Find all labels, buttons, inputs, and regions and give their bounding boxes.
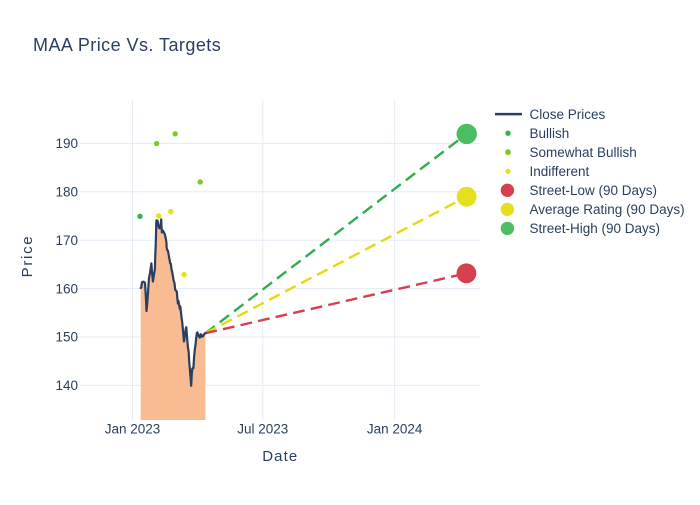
svg-text:190: 190	[55, 136, 78, 151]
svg-text:Somewhat Bullish: Somewhat Bullish	[530, 145, 637, 160]
svg-text:Street-Low (90 Days): Street-Low (90 Days)	[530, 183, 658, 198]
svg-text:180: 180	[55, 185, 78, 200]
svg-text:150: 150	[55, 330, 78, 345]
svg-text:Street-High (90 Days): Street-High (90 Days)	[530, 221, 661, 236]
svg-text:Price: Price	[19, 235, 36, 278]
svg-text:170: 170	[55, 233, 78, 248]
svg-text:160: 160	[55, 281, 78, 296]
svg-text:Bullish: Bullish	[530, 126, 570, 141]
svg-text:MAA Price Vs. Targets: MAA Price Vs. Targets	[33, 35, 221, 55]
svg-text:Average Rating (90 Days): Average Rating (90 Days)	[530, 202, 685, 217]
svg-text:Jan 2023: Jan 2023	[105, 422, 161, 437]
svg-text:Jul 2023: Jul 2023	[237, 422, 288, 437]
svg-text:Date: Date	[262, 448, 298, 465]
svg-text:Jan 2024: Jan 2024	[367, 422, 423, 437]
svg-text:Close Prices: Close Prices	[530, 107, 606, 122]
svg-text:Indifferent: Indifferent	[530, 164, 590, 179]
svg-text:140: 140	[55, 378, 78, 393]
